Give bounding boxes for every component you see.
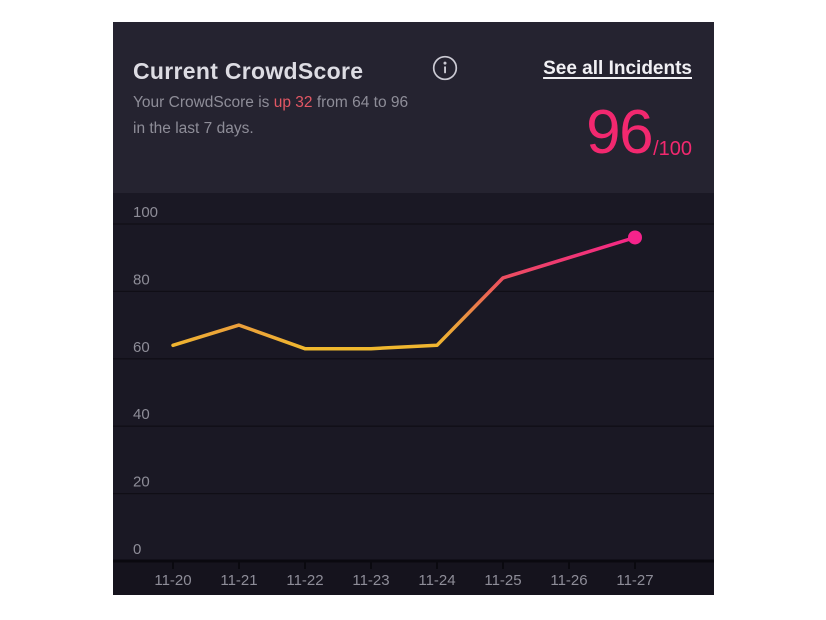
y-tick-label: 60 (133, 339, 150, 356)
card-title: Current CrowdScore (133, 58, 364, 84)
subtitle-prefix: Your CrowdScore is (133, 94, 274, 111)
x-tick-label: 11-22 (286, 572, 323, 589)
subtitle-line2: in the last 7 days. (133, 120, 254, 137)
x-tick-label: 11-27 (616, 572, 653, 589)
y-tick-label: 20 (133, 474, 150, 491)
crowdscore-card: Current CrowdScore See all Incidents You… (113, 22, 714, 595)
score-display: 96 /100 (586, 102, 692, 164)
y-tick-label: 0 (133, 541, 141, 558)
y-tick-label: 80 (133, 271, 150, 288)
card-header: Current CrowdScore See all Incidents You… (113, 22, 714, 193)
see-all-incidents-link[interactable]: See all Incidents (543, 58, 692, 79)
x-tick-label: 11-25 (484, 572, 521, 589)
score-value: 96 (586, 98, 653, 167)
x-tick-label: 11-20 (154, 572, 191, 589)
endpoint-dot (628, 230, 642, 245)
x-axis-band (113, 562, 714, 595)
x-tick-label: 11-26 (550, 572, 587, 589)
subtitle: Your CrowdScore is up 32 from 64 to 96 in… (133, 90, 408, 142)
subtitle-suffix: from 64 to 96 (312, 94, 409, 111)
y-tick-label: 40 (133, 406, 150, 423)
score-trend-line (171, 235, 637, 351)
y-tick-label: 100 (133, 204, 158, 221)
x-tick-label: 11-21 (220, 572, 257, 589)
x-tick-label: 11-24 (418, 572, 455, 589)
info-icon[interactable] (432, 55, 458, 81)
crowdscore-chart: 0 20 40 60 80 100 11-20 11-21 11-22 11-23 11-24 11-… (113, 204, 714, 595)
score-denominator: /100 (653, 138, 692, 160)
subtitle-delta: up 32 (273, 94, 313, 111)
x-tick-label: 11-23 (352, 572, 389, 589)
